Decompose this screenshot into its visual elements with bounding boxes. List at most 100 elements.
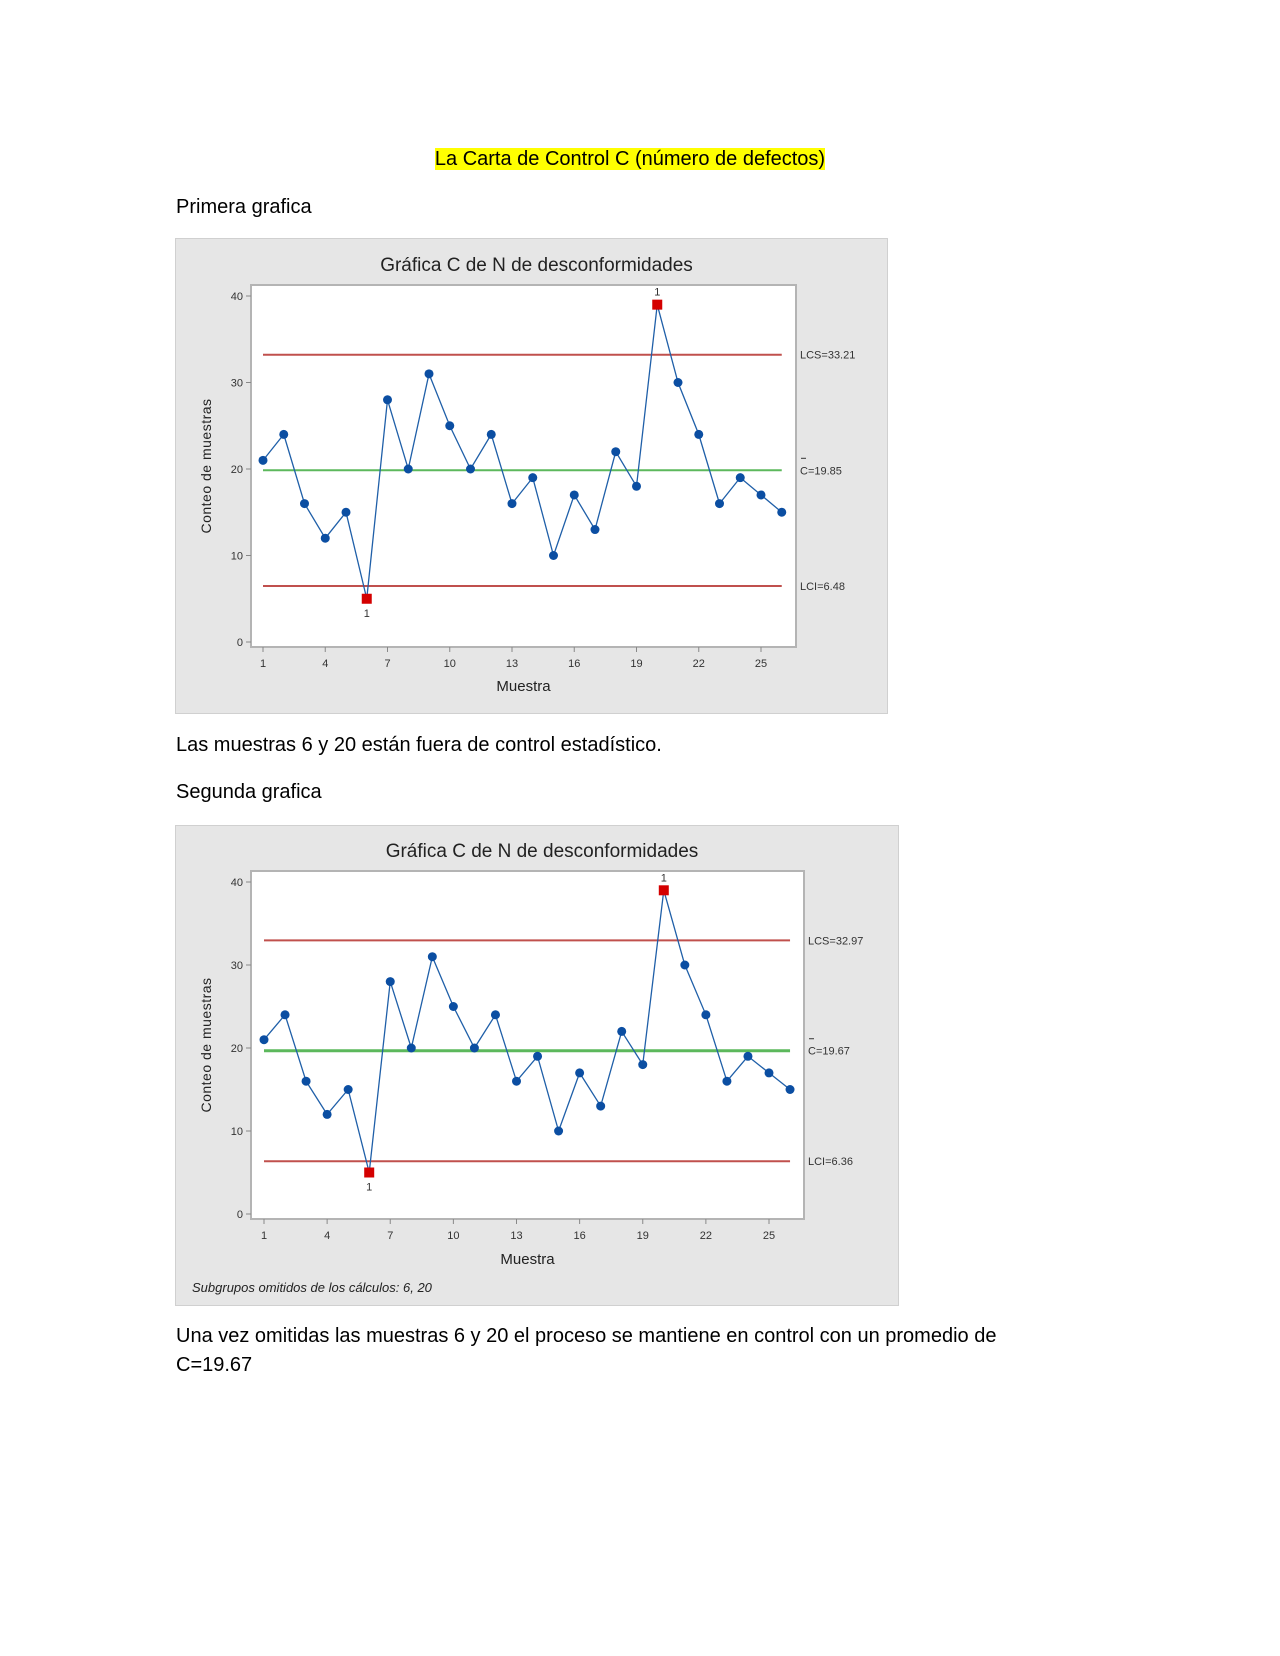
y-tick-label: 10	[231, 1126, 243, 1138]
data-point	[466, 464, 475, 474]
data-point	[486, 429, 496, 439]
data-point	[528, 473, 538, 483]
y-tick-label: 0	[237, 1209, 243, 1221]
chart-svg: Gráfica C de N de desconformidades 0 10 20 3…	[198, 255, 855, 695]
data-point	[701, 1010, 711, 1020]
out-of-control-point	[364, 1167, 375, 1178]
plot-area	[250, 870, 805, 1220]
data-point	[448, 1002, 458, 1011]
chart-svg: Gráfica C de N de desconformidades 0 10 20 3…	[192, 841, 863, 1295]
x-axis-label: Muestra	[496, 678, 551, 695]
data-point	[322, 1109, 332, 1119]
x-tick-label: 19	[637, 1230, 649, 1242]
data-point	[533, 1051, 543, 1061]
rule-flag-label: 1	[654, 287, 660, 299]
x-tick-label: 13	[510, 1230, 522, 1242]
section1-conclusion: Las muestras 6 y 20 están fuera de contr…	[176, 734, 662, 756]
out-of-control-point	[652, 299, 663, 310]
rule-flag-label: 1	[364, 608, 370, 620]
y-tick-label: 20	[231, 1043, 243, 1055]
chart-title: Gráfica C de N de desconformidades	[386, 841, 699, 862]
data-point	[673, 378, 683, 387]
data-point	[301, 1076, 311, 1086]
section1-heading: Primera grafica	[176, 196, 312, 218]
plot-area	[250, 284, 797, 648]
center-line-label: C=19.85	[800, 465, 842, 477]
data-point	[259, 1035, 269, 1045]
rule-flag-label: 1	[661, 872, 667, 884]
center-line-label: C=19.67	[808, 1046, 850, 1058]
data-point	[590, 525, 600, 535]
x-tick-label: 16	[574, 1230, 586, 1242]
data-point	[756, 490, 766, 500]
data-point	[385, 977, 395, 987]
x-tick-label: 7	[384, 658, 390, 670]
y-axis-label: Conteo de muestras	[198, 977, 214, 1112]
data-point	[424, 369, 434, 379]
data-point	[445, 421, 455, 431]
data-point	[735, 473, 745, 483]
data-point	[785, 1085, 795, 1094]
data-point	[715, 499, 724, 509]
data-point	[279, 429, 289, 439]
data-point	[406, 1043, 416, 1053]
data-point	[490, 1010, 500, 1020]
ucl-line-label: LCS=32.97	[808, 935, 863, 947]
data-point	[554, 1126, 564, 1136]
data-point	[722, 1076, 732, 1086]
data-point	[549, 551, 558, 560]
data-point	[575, 1068, 585, 1078]
x-tick-label: 16	[568, 658, 580, 670]
data-point	[680, 960, 690, 970]
data-point	[569, 490, 579, 500]
x-tick-label: 19	[630, 658, 642, 670]
document-title-text: La Carta de Control C (número de defecto…	[434, 148, 826, 170]
data-point	[632, 481, 641, 491]
data-point	[300, 499, 309, 509]
data-point	[743, 1051, 753, 1061]
data-point	[617, 1026, 627, 1036]
section2-heading: Segunda grafica	[176, 781, 322, 803]
control-chart-2: Gráfica C de N de desconformidades 0 10 20 3…	[175, 825, 899, 1306]
y-tick-label: 20	[231, 464, 243, 476]
series-line	[262, 304, 783, 599]
lcl-line-label: LCI=6.36	[808, 1156, 853, 1168]
out-of-control-point	[658, 885, 669, 896]
x-tick-label: 4	[322, 658, 328, 670]
x-tick-label: 1	[260, 658, 266, 670]
data-point	[343, 1085, 353, 1094]
y-tick-label: 40	[231, 291, 243, 303]
data-point	[258, 455, 268, 465]
x-tick-label: 13	[506, 658, 518, 670]
chart-footnote: Subgrupos omitidos de los cálculos: 6, 2…	[192, 1280, 433, 1295]
data-point	[694, 429, 704, 439]
data-point	[764, 1068, 774, 1078]
x-tick-label: 4	[324, 1230, 330, 1242]
document-title: La Carta de Control C (número de defecto…	[0, 148, 1260, 171]
rule-flag-label: 1	[366, 1182, 372, 1194]
x-tick-label: 22	[700, 1230, 712, 1242]
data-point	[341, 507, 351, 517]
series-line	[263, 890, 791, 1173]
x-tick-label: 25	[755, 658, 767, 670]
data-point	[383, 395, 392, 405]
chart-title: Gráfica C de N de desconformidades	[380, 255, 693, 276]
ucl-line-label: LCS=33.21	[800, 350, 855, 362]
control-chart-1: Gráfica C de N de desconformidades 0 10 20 3…	[175, 238, 888, 714]
x-tick-label: 22	[693, 658, 705, 670]
data-point	[469, 1043, 479, 1053]
y-tick-label: 40	[231, 877, 243, 889]
x-tick-label: 1	[261, 1230, 267, 1242]
x-tick-label: 10	[447, 1230, 459, 1242]
section2-conclusion-line2: C=19.67	[176, 1354, 253, 1376]
data-point	[403, 464, 413, 474]
out-of-control-point	[361, 593, 372, 604]
x-axis-label: Muestra	[500, 1251, 555, 1268]
data-point	[320, 533, 330, 543]
lcl-line-label: LCI=6.48	[800, 581, 845, 593]
data-point	[280, 1010, 290, 1020]
data-point	[596, 1101, 606, 1111]
data-point	[427, 952, 437, 962]
data-point	[638, 1060, 648, 1070]
x-tick-label: 7	[387, 1230, 393, 1242]
